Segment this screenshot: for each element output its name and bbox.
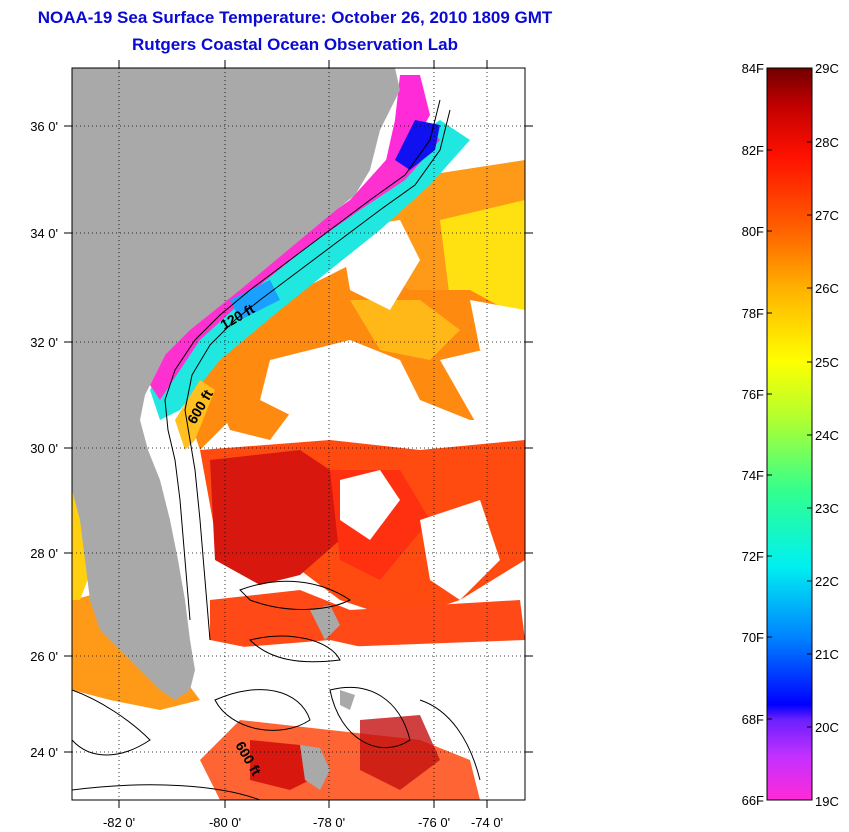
fahrenheit-labels: 84F 82F 80F 78F 76F 74F 72F 70F 68F 66F bbox=[742, 61, 764, 808]
lat-label: 34 0' bbox=[30, 226, 58, 241]
f-label: 78F bbox=[742, 306, 764, 321]
longitude-labels: -82 0' -80 0' -78 0' -76 0' -74 0' bbox=[103, 815, 503, 830]
lat-label: 26 0' bbox=[30, 649, 58, 664]
f-label: 74F bbox=[742, 468, 764, 483]
celsius-labels: 29C 28C 27C 26C 25C 24C 23C 22C 21C 20C … bbox=[815, 61, 839, 809]
lat-label: 24 0' bbox=[30, 745, 58, 760]
f-label: 66F bbox=[742, 793, 764, 808]
color-legend: 84F 82F 80F 78F 76F 74F 72F 70F 68F 66F … bbox=[742, 61, 839, 809]
f-label: 84F bbox=[742, 61, 764, 76]
lat-label: 30 0' bbox=[30, 441, 58, 456]
c-label: 28C bbox=[815, 135, 839, 150]
lat-label: 28 0' bbox=[30, 546, 58, 561]
island-land bbox=[300, 605, 355, 790]
lon-label: -76 0' bbox=[418, 815, 450, 830]
c-label: 25C bbox=[815, 355, 839, 370]
map-ticks bbox=[64, 60, 533, 808]
map-subtitle: Rutgers Coastal Ocean Observation Lab bbox=[132, 35, 458, 54]
map-area: 120 ft 600 ft 600 ft bbox=[72, 68, 525, 800]
f-label: 72F bbox=[742, 549, 764, 564]
lat-label: 32 0' bbox=[30, 335, 58, 350]
lat-label: 36 0' bbox=[30, 119, 58, 134]
map-frame bbox=[71, 67, 526, 801]
c-label: 23C bbox=[815, 501, 839, 516]
f-label: 82F bbox=[742, 143, 764, 158]
f-label: 76F bbox=[742, 387, 764, 402]
c-label: 24C bbox=[815, 428, 839, 443]
lon-label: -74 0' bbox=[471, 815, 503, 830]
c-label: 22C bbox=[815, 574, 839, 589]
colorbar bbox=[766, 67, 813, 801]
c-label: 21C bbox=[815, 647, 839, 662]
f-label: 70F bbox=[742, 630, 764, 645]
bathymetry-contours bbox=[72, 99, 481, 800]
c-label: 29C bbox=[815, 61, 839, 76]
map-title: NOAA-19 Sea Surface Temperature: October… bbox=[37, 8, 553, 27]
f-label: 80F bbox=[742, 224, 764, 239]
lon-label: -80 0' bbox=[209, 815, 241, 830]
lon-label: -78 0' bbox=[313, 815, 345, 830]
lon-label: -82 0' bbox=[103, 815, 135, 830]
c-label: 19C bbox=[815, 794, 839, 809]
f-label: 68F bbox=[742, 712, 764, 727]
colorbar-ticks bbox=[767, 67, 812, 728]
c-label: 27C bbox=[815, 208, 839, 223]
nearshore-band bbox=[150, 75, 470, 450]
c-label: 26C bbox=[815, 281, 839, 296]
cloud-patches bbox=[205, 220, 525, 720]
latitude-labels: 36 0' 34 0' 32 0' 30 0' 28 0' 26 0' 24 0… bbox=[30, 119, 58, 760]
c-label: 20C bbox=[815, 720, 839, 735]
land-mass bbox=[72, 68, 400, 700]
